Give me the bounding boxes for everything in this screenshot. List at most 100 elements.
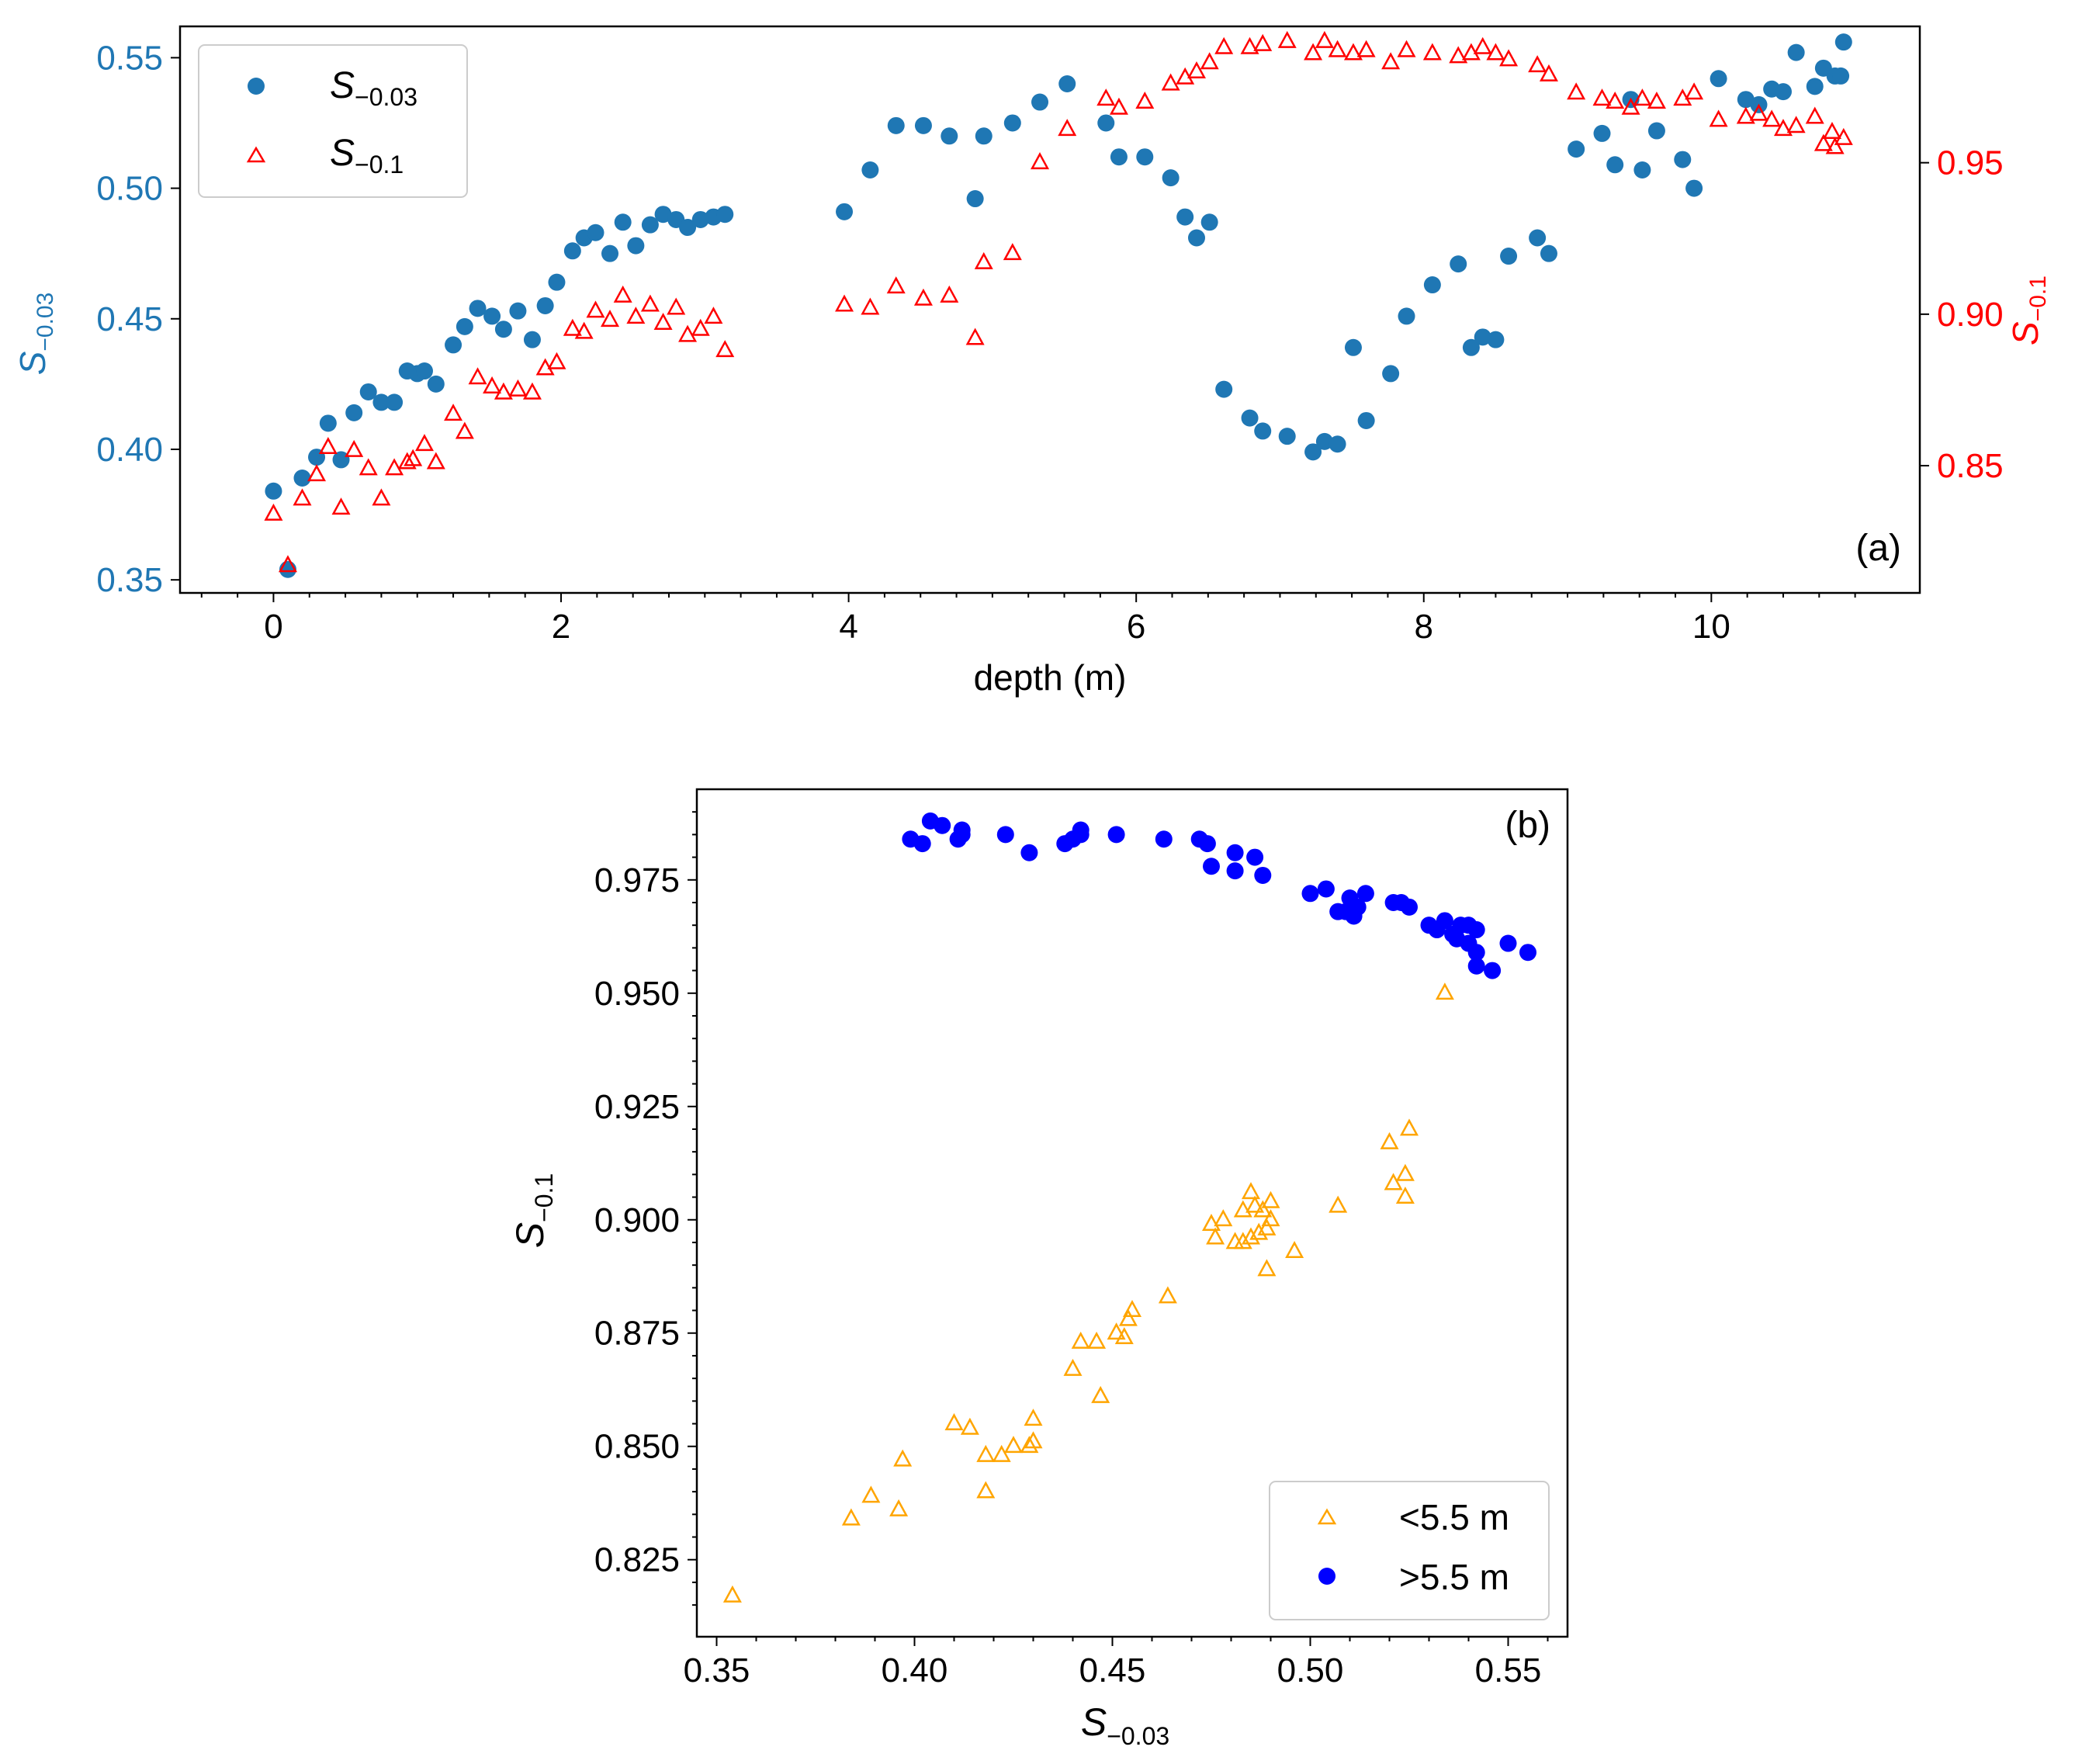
panel-a-legend: S−0.03 S−0.1 [198,44,468,198]
data-point-s003 [319,414,337,432]
data-point-s01 [1161,73,1180,91]
data-point-s01 [1096,88,1116,106]
data-point-s003 [601,244,619,262]
data-point-s003 [1031,93,1049,111]
legend-entry-series1: S−0.03 [330,65,417,111]
data-point-above-5.5m [1246,848,1264,866]
x-tick-label: 0 [264,608,282,646]
data-point-s01 [444,404,463,421]
x-tick-label: 0.35 [684,1651,750,1689]
data-point-s01 [1214,36,1234,54]
data-point-s003 [914,116,932,134]
y-left-tick-label: 0.55 [96,39,163,77]
data-point-s01 [483,376,502,393]
data-point-s003 [1187,229,1205,247]
data-point-s003 [887,116,905,134]
y-tick-label: 0.925 [594,1088,680,1126]
data-point-s003 [1097,114,1115,132]
data-point-s003 [1278,428,1296,445]
data-point-s003 [1606,156,1624,174]
data-point-s01 [1186,61,1207,78]
data-point-above-5.5m [1356,885,1374,903]
data-point-s01 [494,382,513,400]
data-point-s003 [836,203,854,220]
data-point-below-5.5m [1257,1259,1277,1277]
data-point-below-5.5m [1233,1200,1252,1218]
data-point-below-5.5m [841,1508,861,1526]
legend-series1-sub: −0.03 [355,83,417,111]
data-point-s003 [1834,33,1852,51]
data-point-below-5.5m [1384,1173,1403,1190]
data-point-s01 [886,276,906,294]
data-point-s01 [861,297,880,315]
data-point-s003 [1487,331,1505,348]
data-point-below-5.5m [1020,1436,1039,1454]
data-point-s003 [1593,124,1611,142]
data-point-s01 [1109,97,1128,115]
data-point-s003 [1450,255,1467,273]
data-point-s003 [1685,179,1703,197]
data-point-s01 [1304,43,1323,61]
data-point-below-5.5m [1118,1308,1138,1326]
data-point-s01 [522,382,542,400]
data-point-s003 [536,296,554,314]
data-point-s003 [386,393,404,411]
data-point-s01 [1200,52,1219,70]
y-right-tick-label: 0.95 [1937,144,2004,182]
data-point-s003 [1058,75,1076,93]
data-point-s01 [1528,55,1547,73]
data-point-below-5.5m [1395,1186,1415,1204]
data-point-above-5.5m [1484,962,1502,979]
data-point-s01 [1328,40,1347,57]
data-point-s003 [415,362,433,380]
data-point-s01 [1449,46,1468,64]
data-point-s01 [1003,243,1022,261]
x-tick-label: 0.55 [1475,1651,1542,1689]
data-point-s003 [1315,432,1333,450]
data-point-s01 [1773,119,1793,137]
data-point-s01 [704,307,723,324]
data-point-s003 [1500,248,1518,265]
data-point-below-5.5m [1087,1331,1107,1349]
data-point-s01 [1606,91,1625,109]
data-point-s01 [397,452,417,470]
data-point-s003 [1254,422,1272,440]
panel-b-legend: <5.5 m >5.5 m [1269,1481,1550,1620]
data-point-s003 [861,161,879,179]
data-point-s003 [1176,208,1194,226]
data-point-s003 [469,300,487,317]
data-point-s003 [265,482,282,500]
data-point-s01 [563,318,582,336]
panel-a-left-y-axis-label: S−0.03 [12,293,58,376]
data-point-above-5.5m [934,816,951,834]
y-left-tick-label: 0.35 [96,561,163,599]
data-point-s01 [359,458,378,476]
data-point-s003 [614,213,632,231]
data-point-above-5.5m [1203,858,1220,875]
data-point-s003 [1423,276,1441,294]
legend-series1-base: S [330,65,355,106]
data-point-below-5.5m [1329,1195,1348,1213]
data-point-above-5.5m [1436,912,1453,930]
data-point-below-5.5m [1107,1322,1126,1340]
data-point-s003 [332,451,350,469]
y-tick-label: 0.975 [594,861,680,899]
data-point-above-5.5m [1349,898,1367,916]
data-point-s01 [1253,33,1273,51]
data-point-s003 [1304,443,1322,461]
data-point-s003 [427,375,445,393]
data-point-s01 [586,300,605,318]
data-point-s01 [372,488,391,506]
data-point-s003 [691,210,709,228]
data-point-below-5.5m [1395,1163,1415,1181]
data-point-s01 [601,310,620,328]
data-point-s003 [1215,380,1233,398]
panel-b-plot-frame [695,788,1569,1638]
legend-series2-base: S [330,133,355,174]
data-point-s003 [1832,67,1850,85]
y-right-tick-label: 0.85 [1937,447,2004,485]
data-point-s003 [308,449,326,466]
data-point-below-5.5m [1233,1232,1252,1249]
data-point-below-5.5m [1063,1358,1083,1376]
data-point-below-5.5m [1399,1118,1419,1136]
